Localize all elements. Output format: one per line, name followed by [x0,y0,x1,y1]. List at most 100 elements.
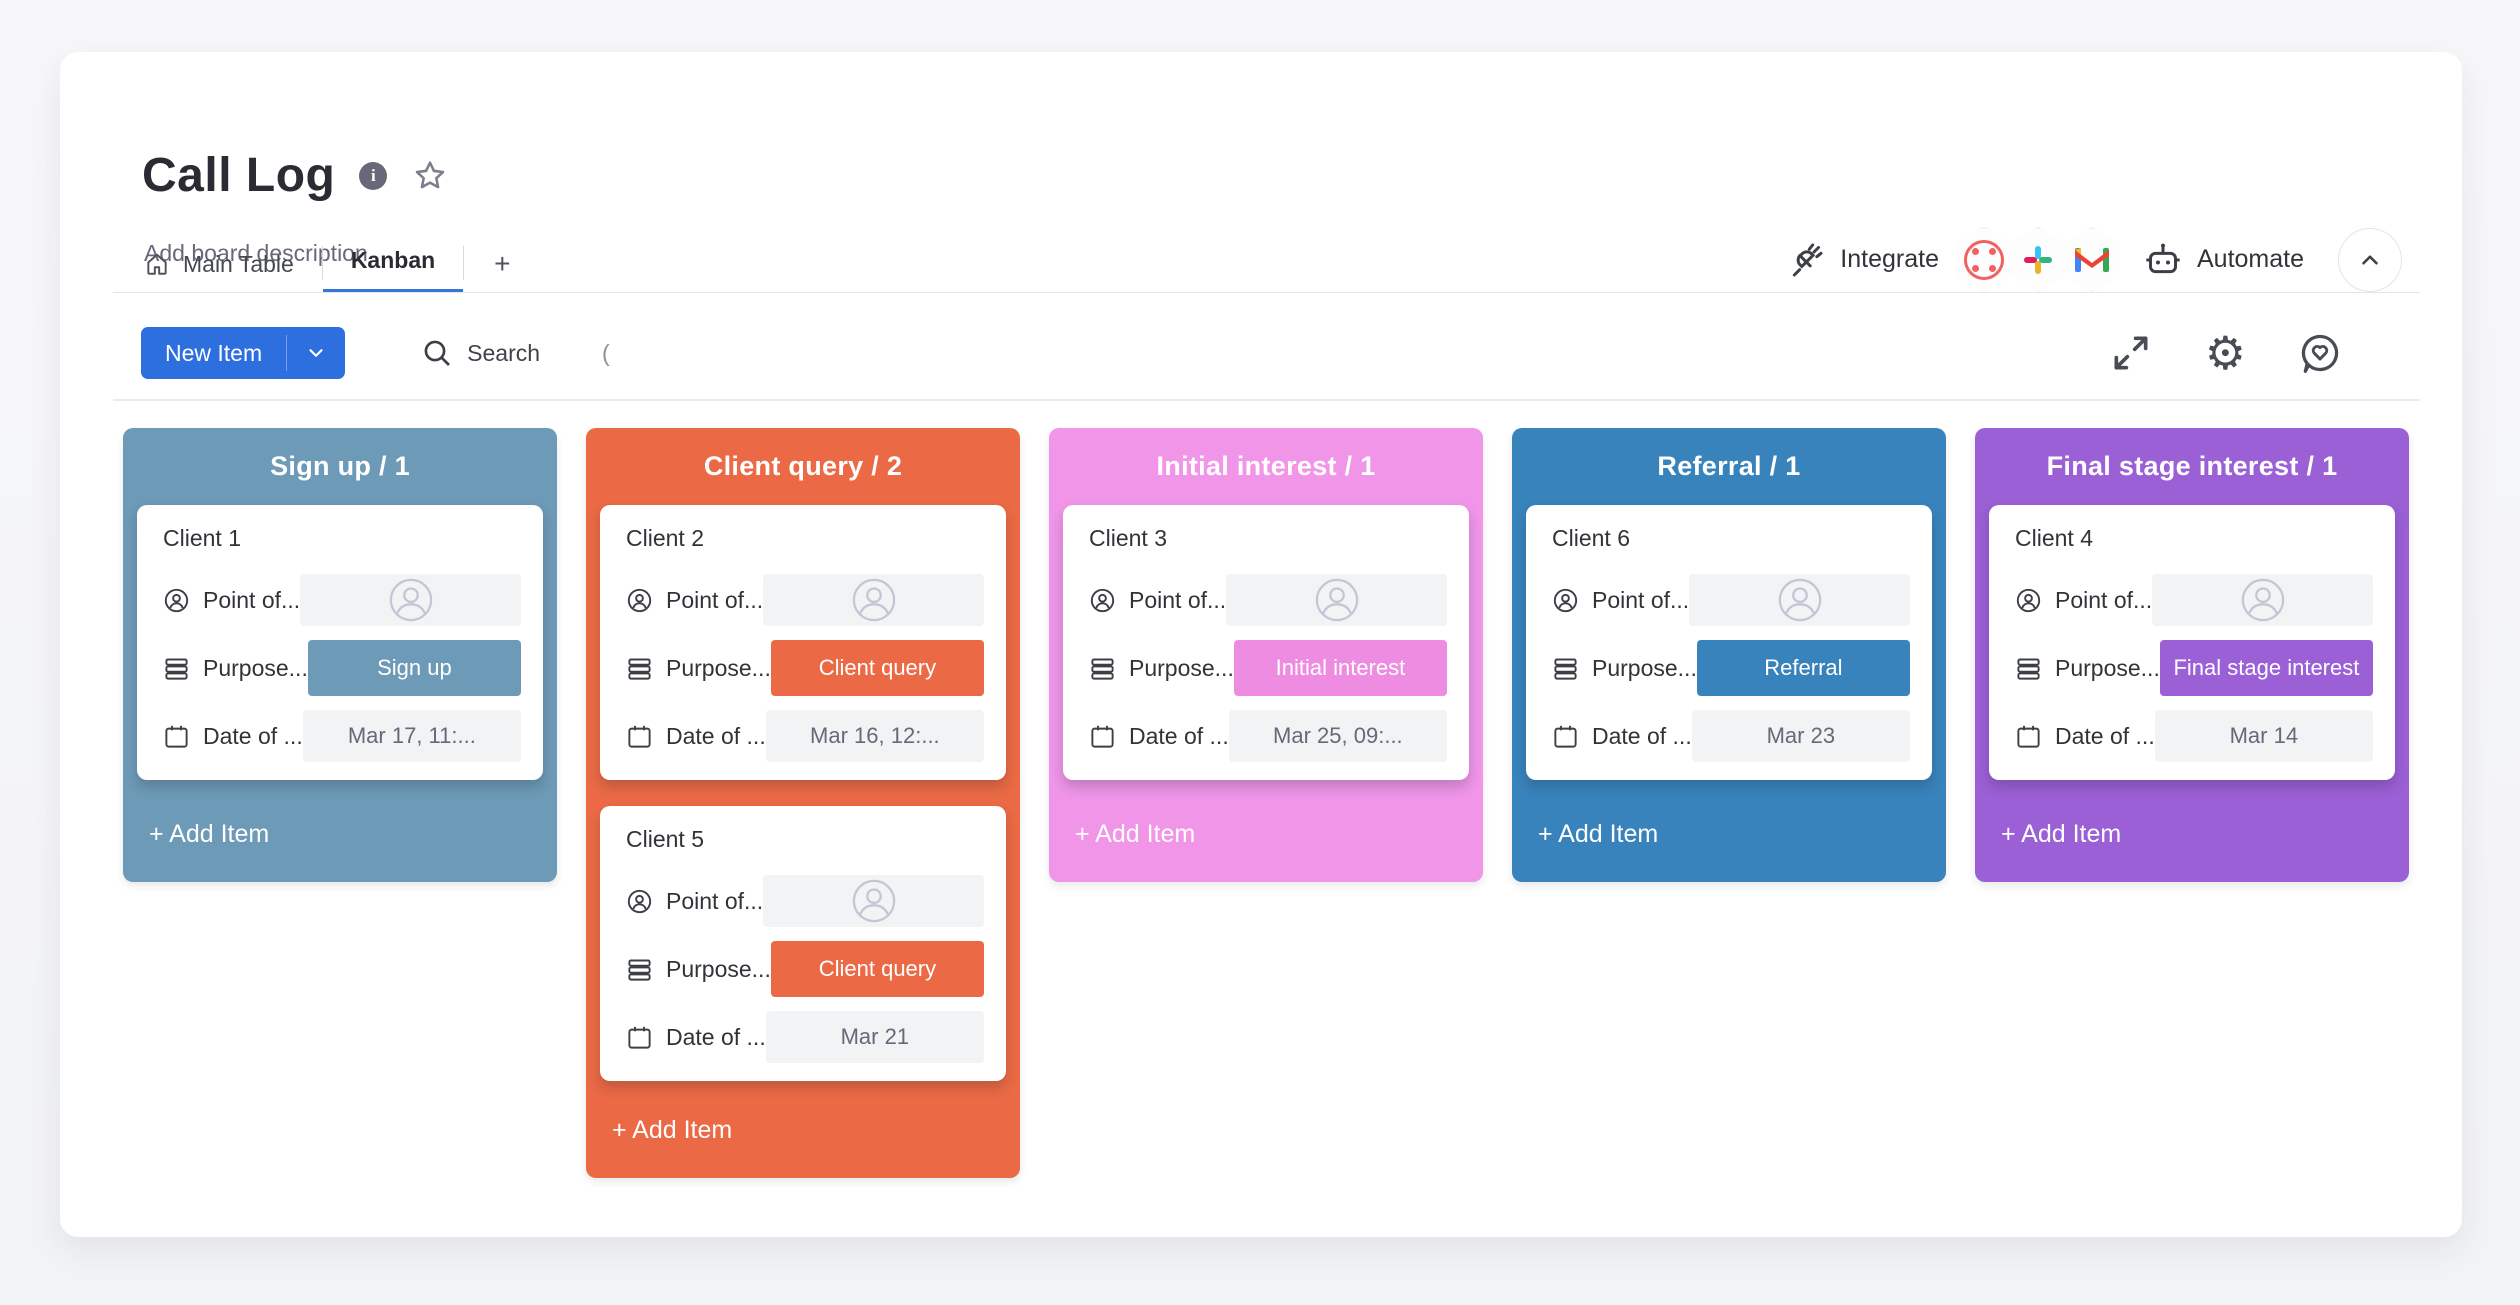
add-item-button[interactable]: + Add Item [2001,819,2122,848]
kanban-card-client-4[interactable]: Client 4 Point of... Purpose... Final st… [1989,505,2395,780]
date-value[interactable]: Mar 17, 11:... [302,710,521,762]
button-divider [286,335,288,371]
date-value[interactable]: Mar 21 [765,1011,984,1063]
card-title: Client 2 [626,525,704,551]
column-cards: Client 3 Point of... Purpose... Initial … [1049,505,1483,780]
info-icon[interactable]: i [359,161,388,190]
kanban-card-client-1[interactable]: Client 1 Point of... Purpose... Sign up [137,505,543,780]
point-of-contact-value[interactable] [300,574,521,626]
date-value[interactable]: Mar 23 [1691,710,1910,762]
feedback-heart-bubble-icon[interactable] [2298,331,2342,375]
kanban-card-client-3[interactable]: Client 3 Point of... Purpose... Initial … [1063,505,1469,780]
date-value[interactable]: Mar 16, 12:... [765,710,984,762]
point-of-contact-value[interactable] [1226,574,1447,626]
card-title: Client 1 [163,525,241,551]
field-label: Purpose... [666,955,771,982]
add-view-tab-button[interactable]: + [494,248,511,279]
search-button[interactable]: Search [421,337,540,369]
slack-icon[interactable] [2010,226,2066,293]
board-description[interactable]: Add board description [144,240,368,266]
purpose-status-chip[interactable]: Referral [1696,640,1910,696]
person-icon [1089,587,1116,614]
tab-kanban[interactable]: Kanban [322,231,464,293]
avatar-placeholder-icon [1314,577,1360,623]
card-field-date: Date of ... Mar 17, 11:... [163,710,521,762]
field-label: Point of... [1129,586,1227,613]
tab-separator [463,245,465,280]
card-title: Client 3 [1089,525,1167,551]
add-item-button[interactable]: + Add Item [1538,819,1659,848]
integration-badges [1956,226,2123,293]
person-icon [1552,587,1579,614]
card-field-date: Date of ... Mar 16, 12:... [626,710,984,762]
purpose-status-chip[interactable]: Initial interest [1233,640,1447,696]
purpose-status-chip[interactable]: Client query [770,640,984,696]
calendar-icon [2015,723,2042,750]
status-icon [1552,655,1579,682]
automate-button[interactable]: Automate [2143,240,2304,280]
card-field-purpose: Purpose... Initial interest [1089,640,1447,696]
field-label: Date of ... [666,722,766,749]
new-item-button[interactable]: New Item [141,327,346,379]
date-value[interactable]: Mar 25, 09:... [1228,710,1447,762]
home-icon [144,251,170,277]
toolbar-view-actions: ⚙ [2109,327,2342,379]
purpose-status-chip[interactable]: Final stage interest [2159,640,2373,696]
tab-main-table[interactable]: Main Table [142,235,322,293]
kanban-column-final-stage-interest: Final stage interest / 1 Client 4 Point … [1975,428,2409,882]
column-header[interactable]: Initial interest / 1 [1156,451,1376,481]
field-label: Point of... [666,887,764,914]
card-title: Client 6 [1552,525,1630,551]
new-item-dropdown-button[interactable] [287,327,345,379]
add-item-button[interactable]: + Add Item [149,819,270,848]
purpose-status-chip[interactable]: Sign up [307,640,521,696]
point-of-contact-value[interactable] [1689,574,1910,626]
page-title: Call Log [142,149,336,202]
purpose-status-chip[interactable]: Client query [770,941,984,997]
point-of-contact-value[interactable] [2152,574,2373,626]
card-field-point-of-contact: Point of... [626,574,984,626]
kanban-card-client-2[interactable]: Client 2 Point of... Purpose... Client q… [600,505,1006,780]
gear-icon[interactable]: ⚙ [2204,327,2246,379]
twilio-icon[interactable] [1956,226,2012,293]
integrate-plug-icon [1786,240,1826,280]
column-header[interactable]: Referral / 1 [1657,451,1801,481]
field-label: Date of ... [1129,722,1229,749]
status-icon [1089,655,1116,682]
field-label: Purpose... [1592,654,1697,681]
card-field-purpose: Purpose... Final stage interest [2015,640,2373,696]
kanban-card-client-5[interactable]: Client 5 Point of... Purpose... Client q… [600,806,1006,1081]
column-cards: Client 1 Point of... Purpose... Sign up [123,505,557,780]
card-field-purpose: Purpose... Sign up [163,640,521,696]
field-label: Point of... [666,586,764,613]
avatar-placeholder-icon [2240,577,2286,623]
automate-label: Automate [2196,245,2304,273]
collapse-header-button[interactable] [2338,227,2402,292]
toolbar-divider [113,399,2420,401]
card-field-date: Date of ... Mar 21 [626,1011,984,1063]
favorite-star-icon[interactable] [411,157,449,195]
board-panel: Call Log i Add board description Main Ta… [60,52,2462,1237]
add-item-button[interactable]: + Add Item [612,1115,733,1144]
new-item-label[interactable]: New Item [165,339,263,366]
column-cards: Client 2 Point of... Purpose... Client q… [586,505,1020,1081]
card-title: Client 4 [2015,525,2093,551]
tab-separator [321,245,323,280]
card-field-point-of-contact: Point of... [163,574,521,626]
column-header[interactable]: Final stage interest / 1 [2046,451,2338,481]
person-icon [163,587,190,614]
add-item-button[interactable]: + Add Item [1075,819,1196,848]
integrate-button[interactable]: Integrate [1786,240,1939,280]
kanban-card-client-6[interactable]: Client 6 Point of... Purpose... Referral [1526,505,1932,780]
gmail-icon[interactable] [2064,226,2120,293]
column-header[interactable]: Client query / 2 [703,451,903,481]
fullscreen-icon[interactable] [2109,331,2153,375]
calendar-icon [626,723,653,750]
field-label: Date of ... [1592,722,1692,749]
card-title: Client 5 [626,826,704,852]
column-header[interactable]: Sign up / 1 [270,451,410,481]
date-value[interactable]: Mar 14 [2154,710,2373,762]
point-of-contact-value[interactable] [763,574,984,626]
card-field-date: Date of ... Mar 14 [2015,710,2373,762]
point-of-contact-value[interactable] [763,875,984,927]
